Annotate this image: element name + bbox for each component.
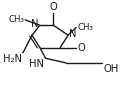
Text: N: N (69, 29, 77, 39)
Text: CH₃: CH₃ (77, 23, 93, 32)
Text: H₂N: H₂N (3, 54, 22, 64)
Text: N: N (31, 19, 39, 29)
Text: HN: HN (29, 59, 44, 69)
Text: CH₃: CH₃ (8, 15, 24, 24)
Text: O: O (50, 2, 57, 12)
Text: OH: OH (103, 64, 118, 74)
Text: O: O (77, 42, 85, 53)
